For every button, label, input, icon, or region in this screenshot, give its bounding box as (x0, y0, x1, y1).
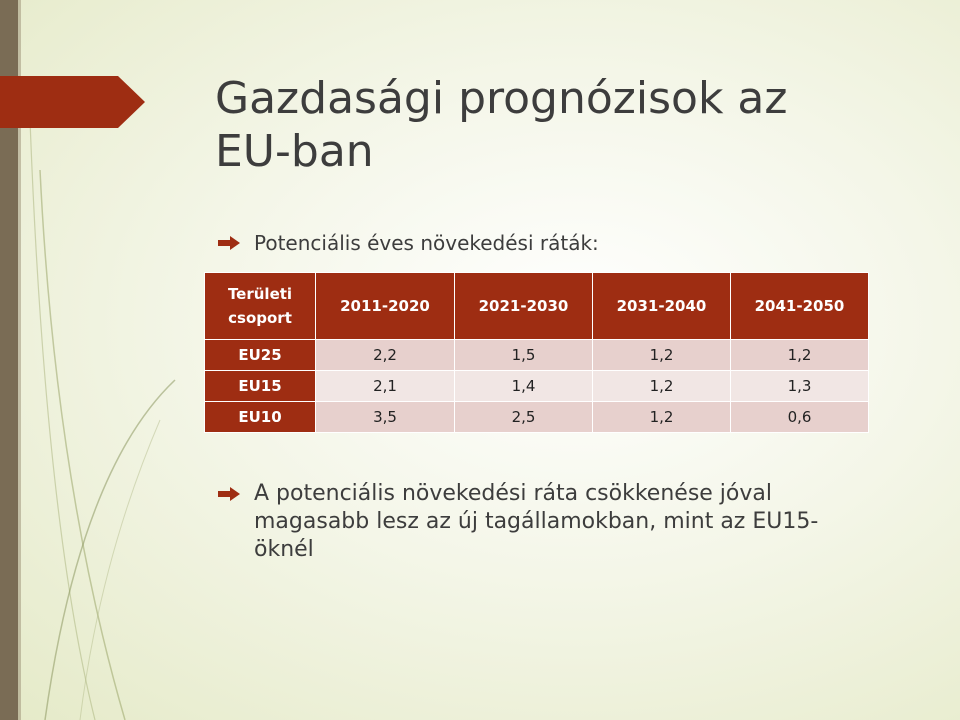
row-header: EU15 (204, 370, 316, 402)
bullet-2-line-3: öknél (254, 537, 314, 562)
table-cell: 1,3 (730, 370, 869, 402)
table-row: EU15 2,1 1,4 1,2 1,3 (204, 370, 869, 402)
table-row: EU10 3,5 2,5 1,2 0,6 (204, 401, 869, 433)
bullet-1-text: Potenciális éves növekedési ráták: (254, 231, 599, 255)
table-header-row: Területi csoport 2011-2020 2021-2030 203… (204, 272, 869, 340)
table-cell: 3,5 (315, 401, 455, 433)
table-cell: 1,5 (454, 339, 593, 371)
arrow-right-icon (218, 487, 240, 501)
table-cell: 1,2 (592, 401, 731, 433)
slide-title: Gazdasági prognózisok az EU-ban (215, 72, 915, 178)
column-header: 2041-2050 (730, 272, 869, 340)
arrow-right-icon (218, 236, 240, 250)
table-cell: 1,2 (592, 339, 731, 371)
title-arrow-shape (0, 76, 145, 128)
table-cell: 1,2 (592, 370, 731, 402)
bullet-2-line-1: A potenciális növekedési ráta csökkenése… (254, 481, 772, 506)
corner-line-1: Területi (227, 285, 293, 303)
decorative-curves (29, 119, 176, 720)
bullet-2-line-2: magasabb lesz az új tagállamokban, mint … (254, 509, 819, 534)
bullet-item-1: Potenciális éves növekedési ráták: (218, 230, 599, 256)
table-cell: 2,5 (454, 401, 593, 433)
table-cell: 2,1 (315, 370, 455, 402)
bullet-item-2: A potenciális növekedési ráta csökkenése… (218, 480, 858, 564)
title-line-1: Gazdasági prognózisok az (215, 73, 788, 124)
column-header: 2031-2040 (592, 272, 731, 340)
left-decorative-bar (0, 0, 18, 720)
column-header: 2021-2030 (454, 272, 593, 340)
table-cell: 2,2 (315, 339, 455, 371)
row-header: EU10 (204, 401, 316, 433)
column-header: 2011-2020 (315, 272, 455, 340)
left-bar-highlight (18, 0, 21, 720)
growth-rate-table: Területi csoport 2011-2020 2021-2030 203… (204, 272, 869, 433)
corner-line-2: csoport (228, 309, 292, 327)
table-cell: 0,6 (730, 401, 869, 433)
table-cell: 1,4 (454, 370, 593, 402)
title-line-2: EU-ban (215, 126, 374, 177)
bullet-2-text: A potenciális növekedési ráta csökkenése… (254, 480, 818, 564)
table-corner-header: Területi csoport (204, 272, 316, 340)
title-arrow-banner (0, 76, 145, 128)
table-cell: 1,2 (730, 339, 869, 371)
row-header: EU25 (204, 339, 316, 371)
table-row: EU25 2,2 1,5 1,2 1,2 (204, 339, 869, 371)
